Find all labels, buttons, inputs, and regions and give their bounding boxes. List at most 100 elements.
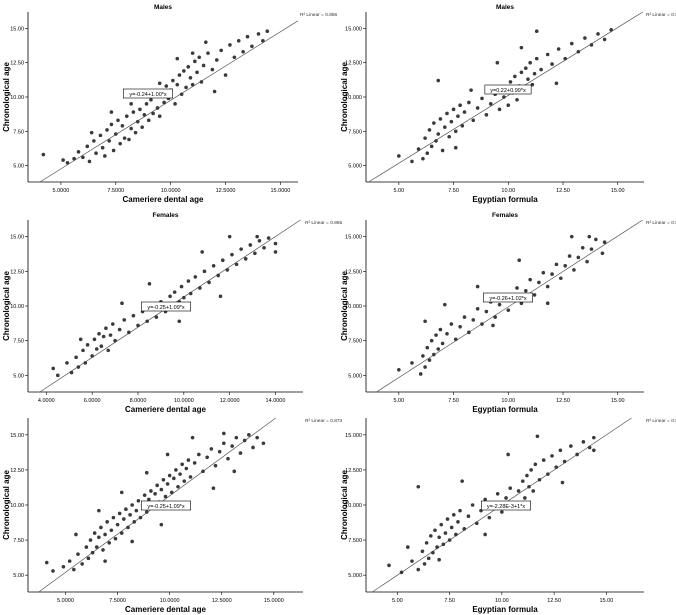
x-tick-label: 10.00 xyxy=(495,598,509,604)
data-point xyxy=(159,522,164,527)
x-tick-label: 5.00 xyxy=(393,398,404,404)
data-point xyxy=(101,334,106,339)
x-tick-label: 15.00 xyxy=(599,598,613,604)
data-point xyxy=(167,473,172,478)
data-point xyxy=(144,470,149,475)
data-point xyxy=(594,237,598,242)
data-point xyxy=(165,482,170,486)
data-point xyxy=(109,122,114,127)
data-point xyxy=(171,78,175,83)
data-point xyxy=(523,66,528,71)
equation-box xyxy=(484,84,532,95)
x-tick-label: 5.0000 xyxy=(53,188,70,194)
data-point xyxy=(410,159,414,164)
y-tick-label: 12.500 xyxy=(345,269,362,275)
data-point xyxy=(529,468,533,472)
data-point xyxy=(525,473,529,478)
x-tick-label: 7.50 xyxy=(448,188,459,194)
data-point xyxy=(523,496,527,500)
data-point xyxy=(61,158,65,162)
data-point xyxy=(581,440,586,444)
data-point xyxy=(437,557,441,562)
equation-box xyxy=(141,500,192,511)
x-tick-label: 15.0000 xyxy=(264,598,284,604)
y-tick-label: 5.00 xyxy=(13,573,24,579)
data-point xyxy=(238,451,243,455)
data-point xyxy=(250,44,254,49)
data-point xyxy=(449,525,454,530)
data-point xyxy=(456,114,460,118)
fit-line xyxy=(39,20,299,183)
data-point xyxy=(97,508,101,513)
data-point xyxy=(474,521,479,526)
data-point xyxy=(533,462,538,467)
data-point xyxy=(129,102,133,106)
data-point xyxy=(456,520,460,524)
data-point xyxy=(541,458,546,462)
data-point xyxy=(508,486,513,490)
data-point xyxy=(488,102,493,106)
data-point xyxy=(423,319,427,324)
y-tick-label: 5.000 xyxy=(348,164,362,170)
data-point xyxy=(147,497,151,502)
data-point xyxy=(445,111,449,116)
data-point xyxy=(51,569,55,573)
data-point xyxy=(248,243,253,247)
data-point xyxy=(583,36,587,40)
y-tick-label: 10.000 xyxy=(345,503,362,509)
equation-label: y=-2.28E-3+1*x xyxy=(487,504,525,510)
data-point xyxy=(545,284,550,289)
data-point xyxy=(462,110,467,114)
data-point xyxy=(179,284,184,289)
data-point xyxy=(569,444,573,448)
y-tick-label: 15.00 xyxy=(10,433,24,439)
data-point xyxy=(212,89,217,94)
data-point xyxy=(225,268,230,272)
data-point xyxy=(513,74,517,79)
data-point xyxy=(239,247,243,251)
x-tick-label: 7.5000 xyxy=(107,188,124,194)
data-point xyxy=(85,144,90,149)
y-tick-label: 12.500 xyxy=(345,468,362,474)
data-point xyxy=(144,102,149,106)
data-point xyxy=(243,257,248,261)
x-tick-label: 4.0000 xyxy=(38,398,55,404)
data-point xyxy=(172,476,176,481)
y-tick-label: 7.50 xyxy=(13,129,24,135)
equation-box xyxy=(480,500,531,511)
data-point xyxy=(445,331,449,336)
y-tick-label: 7.50 xyxy=(13,538,24,544)
data-point xyxy=(523,288,528,293)
panel-title: Males xyxy=(154,4,172,11)
data-point xyxy=(515,97,519,102)
data-point xyxy=(111,515,116,520)
data-point xyxy=(151,111,155,116)
data-point xyxy=(92,531,97,535)
data-point xyxy=(266,236,271,240)
data-point xyxy=(206,51,210,55)
data-point xyxy=(180,462,184,467)
data-point xyxy=(213,463,218,468)
data-point xyxy=(85,343,90,347)
data-point xyxy=(497,302,502,307)
data-point xyxy=(92,337,97,342)
data-point xyxy=(397,154,401,158)
data-point xyxy=(506,308,511,312)
data-point xyxy=(186,65,191,69)
data-point xyxy=(80,562,84,566)
y-tick-label: 5.000 xyxy=(348,573,362,579)
y-tick-label: 12.50 xyxy=(10,269,24,275)
data-point xyxy=(202,269,207,274)
data-point xyxy=(475,106,480,110)
y-tick-label: 7.500 xyxy=(348,538,362,544)
fit-line xyxy=(376,219,643,393)
data-point xyxy=(222,441,226,446)
data-point xyxy=(592,435,596,440)
data-point xyxy=(500,510,504,514)
x-axis-label: Cameriere dental age xyxy=(125,405,206,414)
data-point xyxy=(164,84,169,88)
y-tick-label: 5.00 xyxy=(13,164,24,170)
data-point xyxy=(425,151,430,156)
data-point xyxy=(467,100,471,105)
data-point xyxy=(172,290,177,294)
